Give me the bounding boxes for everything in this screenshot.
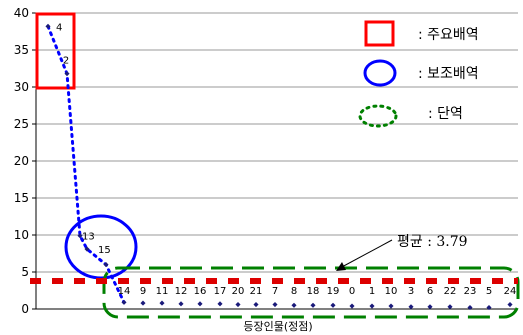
data-point	[486, 304, 492, 311]
data-point	[349, 303, 355, 309]
legend-label-minor: : 단역	[428, 106, 463, 122]
data-label: 16	[194, 286, 207, 297]
legend: : 주요배역 : 보조배역 : 단역	[358, 20, 479, 128]
data-point	[467, 304, 473, 311]
data-point	[427, 304, 433, 310]
data-label: 4	[56, 22, 62, 33]
data-point	[408, 304, 414, 310]
trend-line	[46, 24, 126, 304]
data-label: 7	[272, 286, 278, 297]
y-tick-label: 30	[14, 80, 29, 94]
y-tick-label: 20	[14, 154, 29, 168]
data-label: 0	[349, 286, 355, 297]
x-axis-title: 등장인물(정점)	[243, 320, 312, 333]
annotation-arrow	[339, 239, 393, 269]
data-point	[64, 71, 70, 77]
data-point	[330, 302, 336, 308]
y-tick-label: 15	[14, 191, 29, 205]
data-label: 22	[444, 286, 457, 297]
data-point	[507, 302, 513, 308]
data-label: 10	[385, 286, 398, 297]
data-point	[84, 246, 90, 252]
data-label: 11	[156, 286, 169, 297]
data-point	[310, 302, 316, 308]
legend-label-supporting: : 보조배역	[418, 66, 479, 82]
data-point	[45, 23, 51, 29]
data-point	[291, 302, 297, 308]
y-tick-label: 0	[21, 302, 29, 316]
data-label: 18	[307, 286, 320, 297]
legend-dotted-ellipse-icon	[358, 104, 398, 128]
y-axis: 0 5 10 15 20 25 30 35 40	[14, 6, 36, 316]
data-label: 6	[427, 286, 433, 297]
data-label: 1	[369, 286, 375, 297]
data-point	[217, 301, 223, 307]
annotation-arrowhead	[336, 262, 346, 271]
data-label: 8	[291, 286, 297, 297]
minor-roles-box	[102, 266, 520, 319]
y-tick-label: 35	[14, 43, 29, 57]
y-tick-label: 5	[21, 265, 29, 279]
data-point	[235, 302, 241, 308]
data-point	[77, 233, 83, 239]
data-point	[369, 303, 375, 309]
data-label: 20	[232, 286, 245, 297]
data-point	[103, 262, 109, 268]
data-label: 3	[408, 286, 414, 297]
data-label: 9	[140, 286, 146, 297]
data-label: 21	[250, 286, 263, 297]
data-point	[447, 304, 453, 310]
legend-label-major: : 주요배역	[418, 27, 479, 43]
data-point	[159, 300, 165, 306]
data-label: 23	[464, 286, 477, 297]
data-label: 12	[175, 286, 188, 297]
y-tick-label: 25	[14, 117, 29, 131]
data-point	[178, 301, 184, 307]
data-point	[121, 299, 127, 305]
data-label: 2	[63, 56, 69, 67]
data-label: 24	[504, 286, 517, 297]
data-point	[140, 300, 146, 306]
data-label: 15	[98, 245, 111, 256]
data-label: 17	[214, 286, 227, 297]
legend-square-icon	[364, 20, 395, 47]
data-label: 14	[118, 286, 131, 297]
data-label: 13	[82, 232, 95, 243]
major-roles-box	[35, 12, 76, 90]
data-point	[272, 302, 278, 308]
mean-annotation: 평균 : 3.79	[397, 234, 468, 250]
grid	[36, 12, 518, 273]
data-point	[388, 303, 394, 309]
legend-circle-icon	[363, 59, 397, 87]
y-tick-label: 10	[14, 228, 29, 242]
data-label: 19	[327, 286, 340, 297]
y-tick-label: 40	[14, 6, 29, 20]
data-point	[197, 301, 203, 307]
data-label: 5	[486, 286, 492, 297]
data-point	[253, 302, 259, 308]
